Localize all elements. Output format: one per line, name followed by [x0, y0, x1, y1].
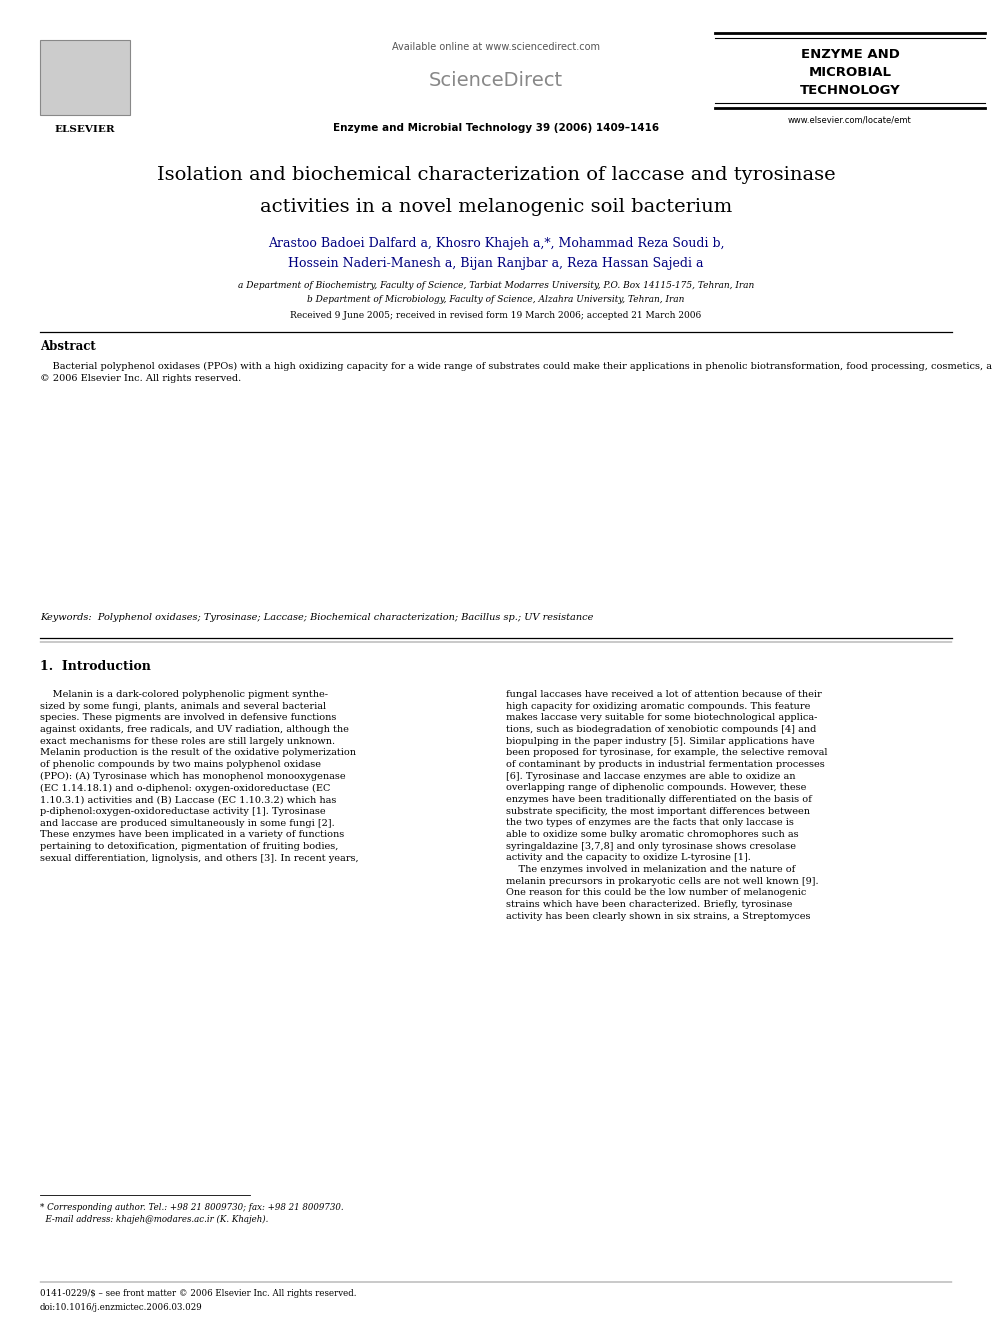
Text: MICROBIAL: MICROBIAL [808, 66, 892, 79]
Text: TECHNOLOGY: TECHNOLOGY [800, 85, 901, 98]
Text: Hossein Naderi-Manesh a, Bijan Ranjbar a, Reza Hassan Sajedi a: Hossein Naderi-Manesh a, Bijan Ranjbar a… [289, 258, 703, 270]
Text: ENZYME AND: ENZYME AND [801, 49, 900, 61]
Text: fungal laccases have received a lot of attention because of their
high capacity : fungal laccases have received a lot of a… [506, 691, 827, 921]
Text: Melanin is a dark-colored polyphenolic pigment synthe-
sized by some fungi, plan: Melanin is a dark-colored polyphenolic p… [40, 691, 359, 863]
Text: Abstract: Abstract [40, 340, 96, 352]
Text: activities in a novel melanogenic soil bacterium: activities in a novel melanogenic soil b… [260, 198, 732, 216]
Text: doi:10.1016/j.enzmictec.2006.03.029: doi:10.1016/j.enzmictec.2006.03.029 [40, 1303, 202, 1311]
Text: Keywords:  Polyphenol oxidases; Tyrosinase; Laccase; Biochemical characterizatio: Keywords: Polyphenol oxidases; Tyrosinas… [40, 614, 593, 623]
Text: a Department of Biochemistry, Faculty of Science, Tarbiat Modarres University, P: a Department of Biochemistry, Faculty of… [238, 282, 754, 291]
Text: * Corresponding author. Tel.: +98 21 8009730; fax: +98 21 8009730.: * Corresponding author. Tel.: +98 21 800… [40, 1203, 343, 1212]
Text: Bacterial polyphenol oxidases (PPOs) with a high oxidizing capacity for a wide r: Bacterial polyphenol oxidases (PPOs) wit… [40, 363, 992, 382]
Text: ScienceDirect: ScienceDirect [429, 70, 563, 90]
Text: Arastoo Badoei Dalfard a, Khosro Khajeh a,*, Mohammad Reza Soudi b,: Arastoo Badoei Dalfard a, Khosro Khajeh … [268, 238, 724, 250]
Text: b Department of Microbiology, Faculty of Science, Alzahra University, Tehran, Ir: b Department of Microbiology, Faculty of… [308, 295, 684, 304]
Text: 1.  Introduction: 1. Introduction [40, 659, 151, 672]
Text: 0141-0229/$ – see front matter © 2006 Elsevier Inc. All rights reserved.: 0141-0229/$ – see front matter © 2006 El… [40, 1290, 356, 1298]
Text: Enzyme and Microbial Technology 39 (2006) 1409–1416: Enzyme and Microbial Technology 39 (2006… [333, 123, 659, 134]
Bar [40, 40, 130, 115]
Text: Available online at www.sciencedirect.com: Available online at www.sciencedirect.co… [392, 42, 600, 52]
Text: Isolation and biochemical characterization of laccase and tyrosinase: Isolation and biochemical characterizati… [157, 165, 835, 184]
Text: E-mail address: khajeh@modares.ac.ir (K. Khajeh).: E-mail address: khajeh@modares.ac.ir (K.… [40, 1215, 269, 1224]
Text: www.elsevier.com/locate/emt: www.elsevier.com/locate/emt [788, 115, 912, 124]
Text: Received 9 June 2005; received in revised form 19 March 2006; accepted 21 March : Received 9 June 2005; received in revise… [291, 311, 701, 319]
Text: ELSEVIER: ELSEVIER [55, 124, 115, 134]
